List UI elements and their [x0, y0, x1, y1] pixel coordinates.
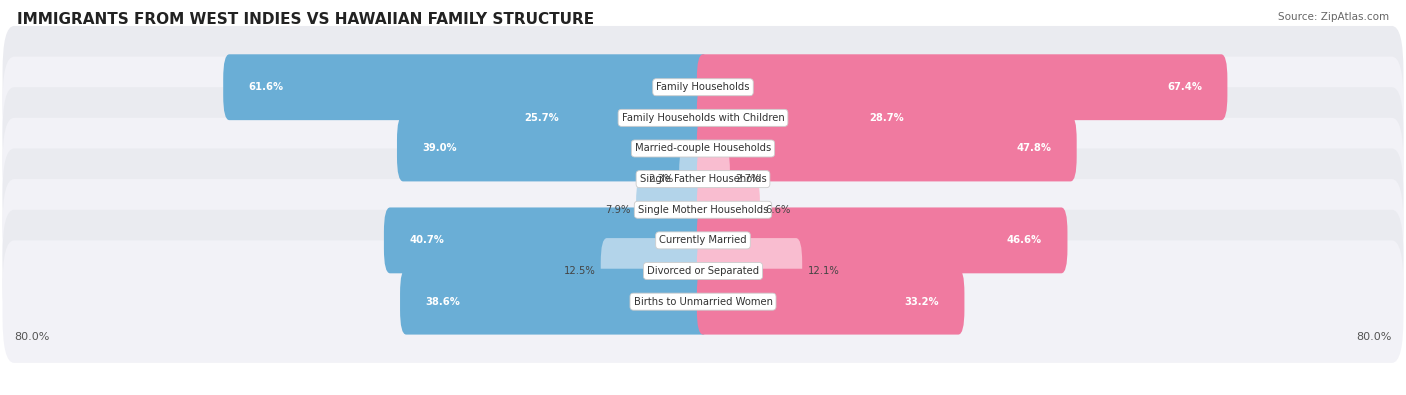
Text: Births to Unmarried Women: Births to Unmarried Women	[634, 297, 772, 307]
FancyBboxPatch shape	[3, 56, 1403, 179]
Text: 2.3%: 2.3%	[648, 174, 673, 184]
Text: 25.7%: 25.7%	[524, 113, 560, 123]
Text: 40.7%: 40.7%	[409, 235, 444, 245]
Text: 12.5%: 12.5%	[564, 266, 595, 276]
FancyBboxPatch shape	[401, 269, 709, 335]
FancyBboxPatch shape	[697, 116, 1077, 181]
FancyBboxPatch shape	[697, 146, 730, 212]
Text: Single Father Households: Single Father Households	[640, 174, 766, 184]
Text: Currently Married: Currently Married	[659, 235, 747, 245]
Text: 38.6%: 38.6%	[426, 297, 460, 307]
FancyBboxPatch shape	[636, 177, 709, 243]
Text: 39.0%: 39.0%	[422, 143, 457, 154]
FancyBboxPatch shape	[499, 85, 709, 151]
Text: 67.4%: 67.4%	[1167, 82, 1202, 92]
FancyBboxPatch shape	[3, 87, 1403, 210]
FancyBboxPatch shape	[697, 85, 929, 151]
FancyBboxPatch shape	[697, 177, 759, 243]
FancyBboxPatch shape	[697, 269, 965, 335]
Text: 7.9%: 7.9%	[606, 205, 631, 215]
Text: 80.0%: 80.0%	[1357, 332, 1392, 342]
Text: 28.7%: 28.7%	[870, 113, 904, 123]
Text: 12.1%: 12.1%	[807, 266, 839, 276]
Text: 47.8%: 47.8%	[1017, 143, 1052, 154]
FancyBboxPatch shape	[396, 116, 709, 181]
Text: 61.6%: 61.6%	[249, 82, 284, 92]
FancyBboxPatch shape	[3, 210, 1403, 332]
FancyBboxPatch shape	[384, 207, 709, 273]
Text: 46.6%: 46.6%	[1007, 235, 1042, 245]
FancyBboxPatch shape	[697, 207, 1067, 273]
FancyBboxPatch shape	[3, 179, 1403, 302]
FancyBboxPatch shape	[697, 238, 803, 304]
Text: Family Households with Children: Family Households with Children	[621, 113, 785, 123]
Text: IMMIGRANTS FROM WEST INDIES VS HAWAIIAN FAMILY STRUCTURE: IMMIGRANTS FROM WEST INDIES VS HAWAIIAN …	[17, 12, 593, 27]
Text: 6.6%: 6.6%	[765, 205, 790, 215]
FancyBboxPatch shape	[3, 149, 1403, 271]
FancyBboxPatch shape	[3, 241, 1403, 363]
Text: 2.7%: 2.7%	[735, 174, 761, 184]
Text: Source: ZipAtlas.com: Source: ZipAtlas.com	[1278, 12, 1389, 22]
FancyBboxPatch shape	[600, 238, 709, 304]
FancyBboxPatch shape	[3, 118, 1403, 241]
Text: 80.0%: 80.0%	[14, 332, 49, 342]
Text: Divorced or Separated: Divorced or Separated	[647, 266, 759, 276]
Text: 33.2%: 33.2%	[904, 297, 939, 307]
Text: Married-couple Households: Married-couple Households	[636, 143, 770, 154]
Text: Single Mother Households: Single Mother Households	[638, 205, 768, 215]
FancyBboxPatch shape	[679, 146, 709, 212]
Text: Family Households: Family Households	[657, 82, 749, 92]
FancyBboxPatch shape	[224, 54, 709, 120]
FancyBboxPatch shape	[3, 26, 1403, 149]
FancyBboxPatch shape	[697, 54, 1227, 120]
